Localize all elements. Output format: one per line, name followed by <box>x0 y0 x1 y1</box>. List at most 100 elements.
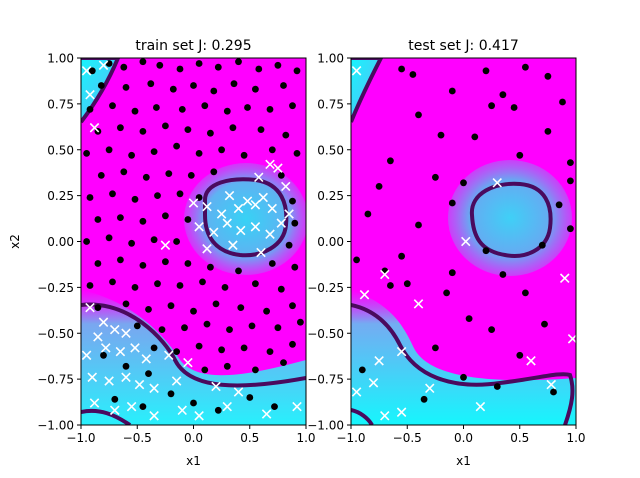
test-xtick-label: 0.0 <box>454 431 473 445</box>
train-class1-point <box>261 409 272 419</box>
train-class0-point <box>190 399 197 407</box>
train-class0-point <box>162 122 169 130</box>
test-class0-point <box>541 320 548 328</box>
train-class0-point <box>97 82 105 89</box>
test-class0-point <box>510 104 518 111</box>
train-class1-point <box>98 60 109 71</box>
test-class0-point <box>387 157 394 165</box>
train-class0-point <box>282 131 290 139</box>
train-points <box>81 58 304 421</box>
train-class0-point <box>88 67 96 75</box>
train-class0-point <box>147 80 155 88</box>
test-class1-point <box>368 378 379 388</box>
test-class1-point <box>567 334 576 344</box>
test-class0-point <box>353 256 360 264</box>
test-class1-point <box>461 236 471 247</box>
train-class0-point <box>128 239 136 247</box>
test-class0-point <box>567 159 574 167</box>
train-class0-point <box>122 362 130 370</box>
train-class1-point <box>211 381 221 392</box>
test-class1-point <box>374 356 384 366</box>
train-class1-point <box>109 324 120 335</box>
test-class0-point <box>522 63 529 71</box>
train-class0-point <box>293 67 301 75</box>
train-contour-center <box>203 177 289 258</box>
train-ytick-label: 0.25 <box>47 189 74 203</box>
train-class1-point <box>265 229 275 239</box>
train-class1-point <box>115 346 126 357</box>
test-class0-point <box>516 351 524 359</box>
test-class0-point <box>516 151 524 159</box>
train-heatmap <box>81 58 306 425</box>
train-class0-point <box>266 348 274 355</box>
train-class1-point <box>284 209 294 219</box>
train-class0-point <box>178 106 186 113</box>
test-class0-point <box>432 344 439 352</box>
train-class0-point <box>109 102 116 110</box>
test-class1-point <box>380 269 390 280</box>
train-class0-point <box>100 351 107 359</box>
train-class0-point <box>248 322 256 330</box>
train-class0-point <box>291 263 299 271</box>
train-class0-point <box>226 326 233 333</box>
test-class0-point <box>460 373 467 381</box>
train-class1-point <box>121 328 131 338</box>
test-class0-point <box>499 91 507 99</box>
train-class0-point <box>210 168 218 176</box>
train-class0-point <box>142 173 150 181</box>
train-class1-point <box>141 354 151 364</box>
test-class0-point <box>488 102 495 110</box>
train-class1-point <box>236 225 246 236</box>
train-class0-point <box>109 190 116 198</box>
train-class1-point <box>224 190 235 201</box>
train-class1-point <box>134 379 145 390</box>
test-class1-point <box>559 273 570 283</box>
test-class1-point <box>351 387 362 397</box>
train-title: train set J: 0.295 <box>135 38 251 54</box>
test-xtick-label: 0.5 <box>510 431 529 445</box>
train-class0-point <box>109 278 116 286</box>
train-class0-point <box>280 359 287 366</box>
train-class0-point <box>268 146 276 154</box>
train-class0-point <box>117 214 124 222</box>
test-class0-point <box>375 183 383 190</box>
train-class0-point <box>257 126 265 133</box>
train-class0-point <box>133 322 141 330</box>
train-class1-point <box>149 383 159 394</box>
train-class0-point <box>289 102 296 110</box>
test-class1-point <box>359 289 370 300</box>
train-class1-point <box>250 222 261 232</box>
train-class1-point <box>160 240 171 250</box>
test-class0-point <box>415 221 422 229</box>
train-class0-point <box>105 234 113 242</box>
train-class1-point <box>194 411 204 421</box>
train-class0-point <box>167 302 175 310</box>
test-class0-point <box>415 111 422 119</box>
train-xlabel: x1 <box>186 454 201 468</box>
train-class0-point <box>271 403 278 410</box>
train-class0-point <box>86 106 94 113</box>
test-ytick-label: −0.25 <box>307 281 344 295</box>
train-class0-point <box>154 280 161 288</box>
train-class0-point <box>131 195 139 203</box>
test-class0-point <box>567 177 574 185</box>
train-class0-point <box>246 394 254 401</box>
test-ytick-label: −1.00 <box>307 419 344 433</box>
train-class0-point <box>244 104 251 111</box>
train-class0-point <box>156 61 164 69</box>
train-class1-point <box>98 317 109 327</box>
train-class1-point <box>222 401 232 412</box>
train-contour-bottom <box>81 302 306 388</box>
train-class0-point <box>131 284 139 291</box>
train-ticks: −1.0 −0.5 0.0 0.5 1.0 1.00 0.75 0.50 0.25 0.00 −0.… <box>37 52 315 446</box>
train-contour-corner <box>81 408 132 425</box>
test-class1-point <box>546 379 557 390</box>
train-class0-point <box>173 348 181 355</box>
train-class0-point <box>176 190 184 198</box>
train-class0-point <box>167 390 175 398</box>
train-class1-point <box>126 401 137 412</box>
train-class1-point <box>276 218 286 228</box>
train-class0-point <box>176 65 184 73</box>
train-class0-point <box>145 306 152 313</box>
train-class0-point <box>150 236 158 244</box>
